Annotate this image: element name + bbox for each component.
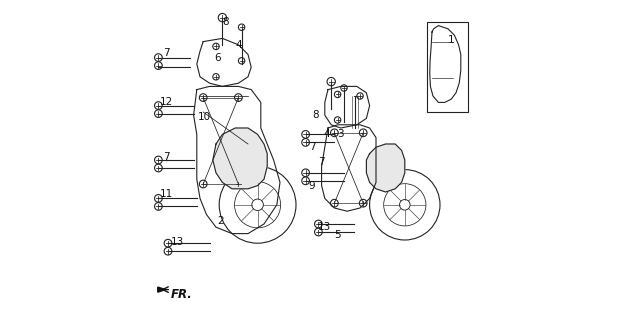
Text: 2: 2: [218, 216, 224, 226]
Text: 11: 11: [160, 188, 173, 199]
Text: 3: 3: [338, 129, 344, 140]
Text: 13: 13: [318, 222, 331, 232]
Text: 6: 6: [214, 52, 221, 63]
Text: 8: 8: [222, 17, 229, 28]
Text: 4: 4: [323, 129, 329, 140]
Text: 7: 7: [163, 48, 170, 58]
Text: 10: 10: [198, 112, 212, 122]
Text: 7: 7: [318, 156, 325, 167]
Text: 7: 7: [309, 142, 315, 152]
Polygon shape: [213, 128, 267, 189]
Text: 1: 1: [448, 35, 454, 45]
Text: FR.: FR.: [171, 288, 193, 301]
Bar: [427, 22, 468, 112]
Text: 5: 5: [334, 230, 341, 240]
Text: 8: 8: [312, 110, 318, 120]
Text: 7: 7: [163, 152, 170, 162]
Polygon shape: [158, 287, 165, 292]
Text: 9: 9: [308, 180, 314, 191]
Text: 12: 12: [160, 97, 173, 108]
Text: 4: 4: [235, 40, 241, 50]
Polygon shape: [366, 144, 405, 192]
Text: 13: 13: [171, 236, 184, 247]
